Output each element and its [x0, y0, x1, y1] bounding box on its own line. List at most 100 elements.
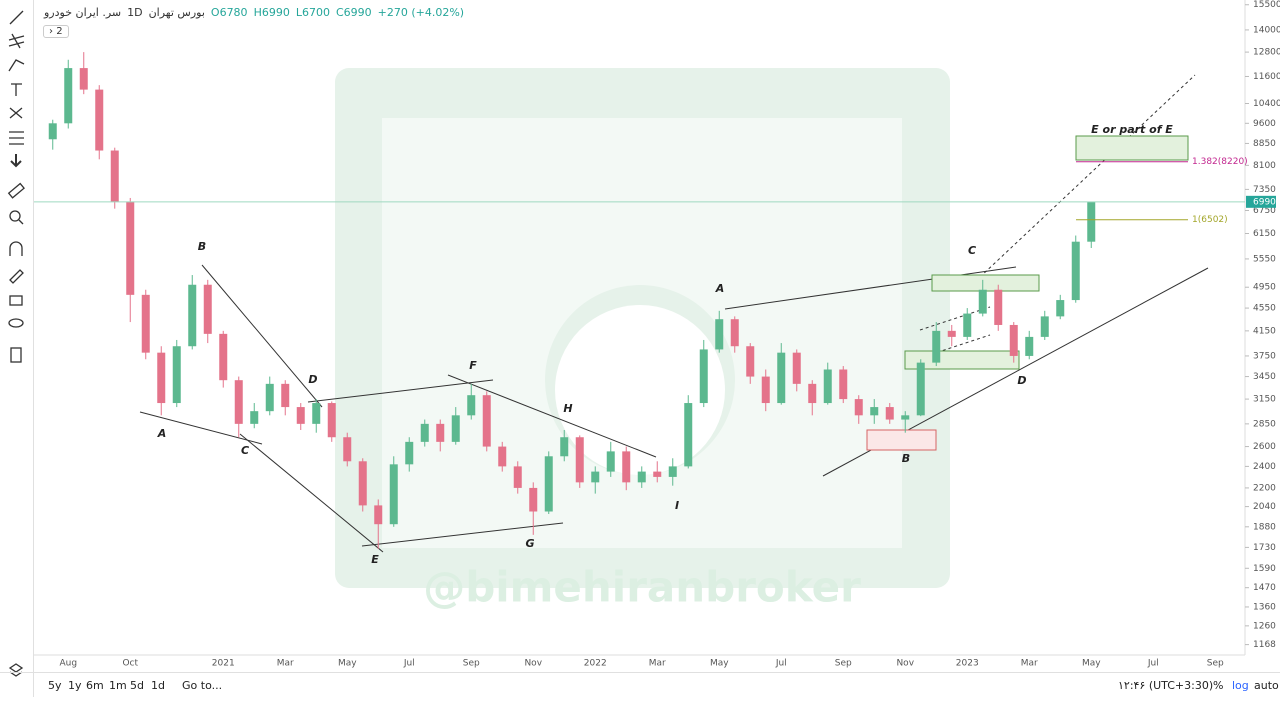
candle-body: [48, 123, 57, 140]
candle-body: [482, 395, 491, 447]
y-tick-label: 1880: [1253, 522, 1276, 532]
candle-body: [932, 330, 941, 363]
auto-toggle[interactable]: auto: [1254, 679, 1279, 692]
candle-body: [916, 362, 925, 416]
candle-body: [64, 68, 73, 124]
symbol: سر. ایران خودرو: [44, 6, 122, 19]
candle-body: [188, 284, 197, 347]
candle-body: [637, 471, 646, 483]
ohlc-high: H6990: [253, 6, 290, 19]
goto-button[interactable]: Go to...: [182, 679, 223, 692]
candle-body: [963, 313, 972, 337]
candle-body: [622, 451, 631, 483]
y-tick-label: 12800: [1253, 48, 1280, 58]
wave-label: F: [469, 359, 477, 372]
range-button[interactable]: 5d: [130, 679, 144, 692]
x-tick-label: 2023: [956, 659, 979, 669]
candle-body: [141, 294, 150, 353]
y-tick-label: 1260: [1253, 621, 1276, 631]
candle-body: [606, 451, 615, 472]
log-toggle[interactable]: log: [1232, 679, 1249, 692]
candle-body: [296, 407, 305, 424]
candle-body: [281, 383, 290, 408]
candle-body: [451, 415, 460, 442]
candle-body: [560, 437, 569, 457]
x-tick-label: Aug: [59, 659, 77, 669]
wave-label: D: [1017, 374, 1026, 387]
y-tick-label: 1470: [1253, 583, 1276, 593]
x-tick-label: May: [710, 659, 729, 669]
wave-label: E: [371, 553, 379, 566]
candle-body: [95, 89, 104, 151]
candle-body: [885, 407, 894, 420]
indicator-toggle[interactable]: › 2: [43, 25, 69, 38]
wave-label: H: [563, 402, 572, 415]
wave-label: A: [715, 282, 725, 295]
candle-body: [110, 150, 119, 202]
candle-body: [436, 423, 445, 442]
y-tick-label: 3150: [1253, 395, 1276, 405]
y-tick-label: 8100: [1253, 161, 1276, 171]
candle-body: [730, 319, 739, 347]
wave-label: B: [198, 240, 206, 253]
candle-body: [746, 346, 755, 377]
fib-level-label: 1.382(8220): [1192, 157, 1248, 167]
y-tick-label: 5550: [1253, 254, 1276, 264]
candle-body: [1025, 336, 1034, 356]
candle-body: [684, 403, 693, 467]
drawing-toolbar: [0, 0, 34, 697]
candle-body: [327, 403, 336, 438]
symbol-header: سر. ایران خودرو 1D بورس تهران O6780 H699…: [44, 6, 464, 19]
range-button[interactable]: 5y: [48, 679, 62, 692]
candle-body: [157, 352, 166, 404]
wave-label: C: [968, 244, 976, 257]
candle-body: [839, 369, 848, 400]
indicator-count: 2: [56, 26, 63, 37]
range-button[interactable]: 6m: [86, 679, 104, 692]
candle-body: [870, 407, 879, 416]
candle-body: [653, 471, 662, 477]
candle-body: [126, 201, 135, 295]
range-button[interactable]: 1d: [151, 679, 165, 692]
candle-body: [591, 471, 600, 483]
x-tick-label: Nov: [524, 659, 542, 669]
candle-body: [219, 333, 228, 381]
y-tick-label: 9600: [1253, 119, 1276, 129]
y-tick-label: 14000: [1253, 25, 1280, 35]
wave-label: G: [525, 537, 534, 550]
candle-body: [901, 415, 910, 420]
y-tick-label: 6750: [1253, 206, 1276, 216]
range-button[interactable]: 1m: [109, 679, 127, 692]
candle-body: [234, 380, 243, 424]
candle-body: [172, 346, 181, 404]
exchange: بورس تهران: [148, 6, 205, 19]
y-tick-label: 15500: [1253, 0, 1280, 10]
y-tick-label: 1168: [1253, 640, 1276, 650]
y-tick-label: 8850: [1253, 139, 1276, 149]
candle-body: [498, 446, 507, 467]
candle-body: [994, 289, 1003, 325]
y-tick-label: 2400: [1253, 462, 1276, 472]
x-tick-label: Nov: [896, 659, 914, 669]
y-tick-label: 1730: [1253, 543, 1276, 553]
ohlc-low: L6700: [295, 6, 330, 19]
y-tick-label: 4950: [1253, 283, 1276, 293]
range-button[interactable]: 1y: [68, 679, 82, 692]
candle-body: [668, 466, 677, 477]
interval: 1D: [127, 6, 143, 19]
bottom-toolbar: 5y 1y 6m 1m 5d 1d Go to... ۱۲:۴۶ (UTC+3:…: [0, 672, 1280, 698]
candle-body: [513, 466, 522, 488]
candle-body: [250, 411, 259, 424]
wave-label: E or part of E: [1091, 123, 1173, 136]
candle-body: [699, 349, 708, 404]
candle-body: [467, 395, 476, 416]
candle-body: [1056, 300, 1065, 317]
x-tick-label: Sep: [1207, 659, 1224, 669]
candle-body: [575, 437, 584, 483]
x-tick-label: Mar: [649, 659, 666, 669]
x-tick-label: Sep: [835, 659, 852, 669]
y-tick-label: 1590: [1253, 564, 1276, 574]
candle-body: [312, 403, 321, 424]
percent-toggle[interactable]: %: [1213, 679, 1224, 692]
